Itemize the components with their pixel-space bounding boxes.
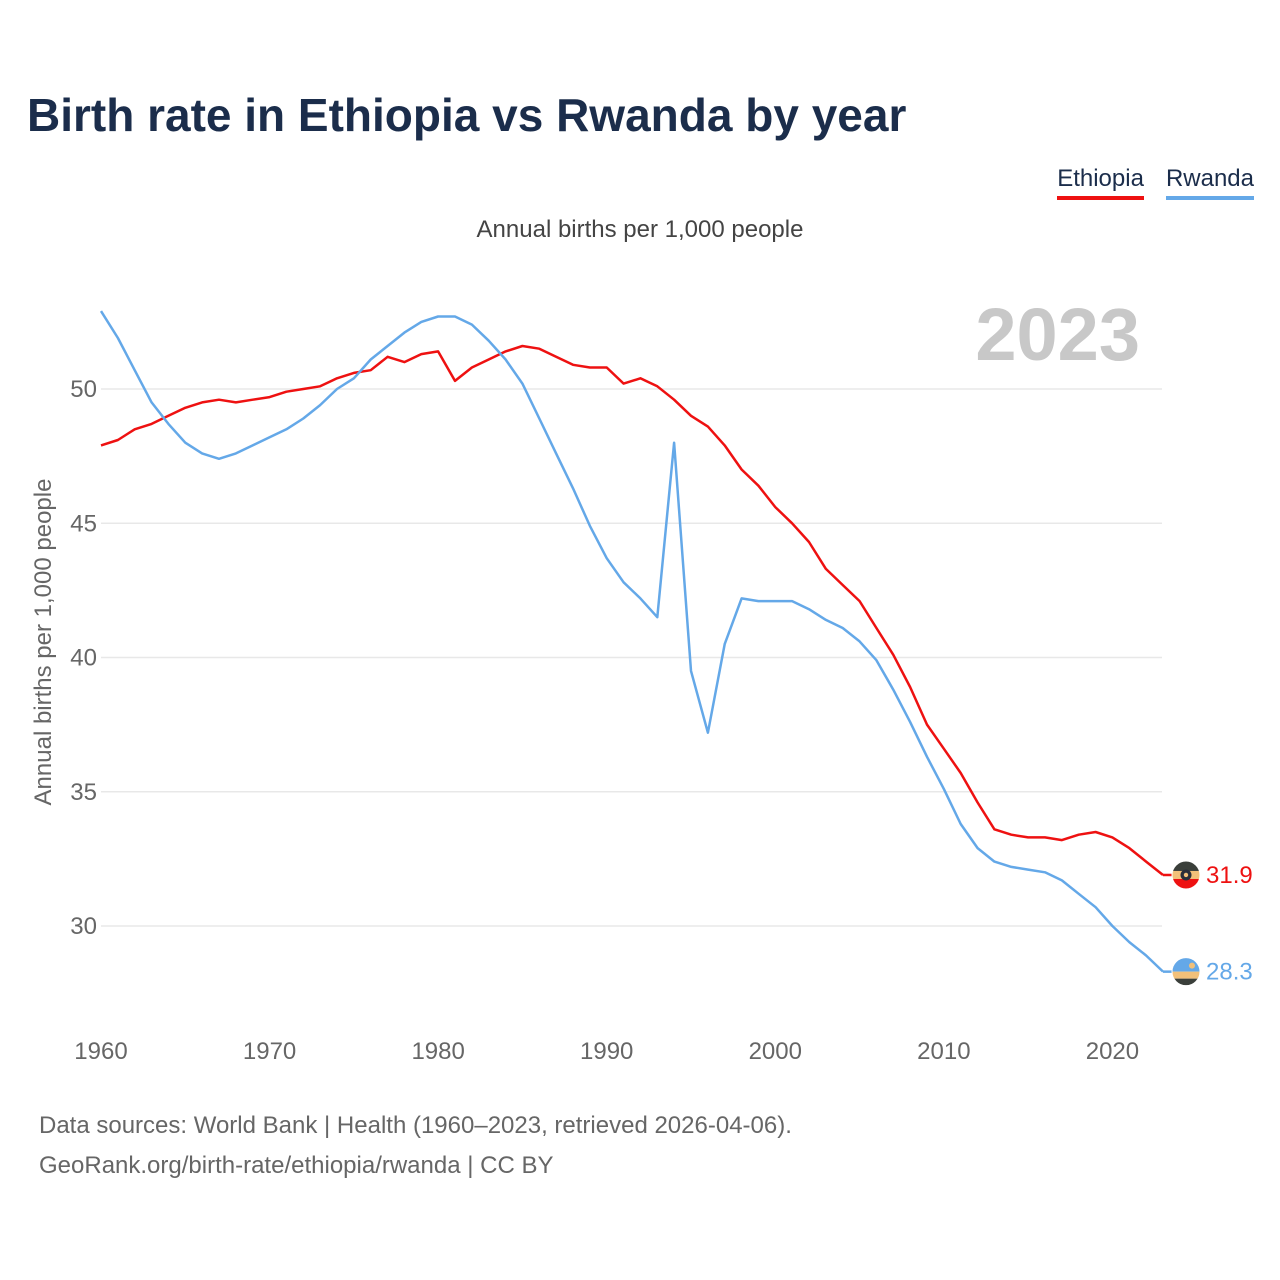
y-tick-label: 50 (70, 376, 97, 403)
end-value-label-ethiopia: 31.9 (1206, 862, 1253, 889)
end-value-label-rwanda: 28.3 (1206, 959, 1253, 986)
end-markers: 31.9 28.3 (1163, 860, 1253, 987)
series-lines (99, 310, 1164, 973)
footer-sources: Data sources: World Bank | Health (1960–… (39, 1112, 792, 1139)
x-tick-label: 1970 (243, 1038, 296, 1065)
end-marker-rwanda: 28.3 (1163, 957, 1253, 987)
legend: Ethiopia Rwanda (1057, 165, 1254, 200)
x-tick-label: 2020 (1086, 1038, 1139, 1065)
chart-subtitle: Annual births per 1,000 people (476, 216, 804, 243)
x-tick-label: 1990 (580, 1038, 633, 1065)
chart-title: Birth rate in Ethiopia vs Rwanda by year (27, 89, 907, 141)
year-watermark: 2023 (975, 293, 1140, 376)
ethiopia-flag-icon (1171, 860, 1201, 890)
end-marker-ethiopia: 31.9 (1163, 860, 1253, 890)
legend-item-ethiopia[interactable]: Ethiopia (1057, 165, 1144, 200)
x-tick-label: 2010 (917, 1038, 970, 1065)
series-line-ethiopia[interactable] (100, 344, 1164, 876)
x-tick-label: 1960 (74, 1038, 127, 1065)
y-tick-label: 40 (70, 645, 97, 672)
footer-credit: GeoRank.org/birth-rate/ethiopia/rwanda |… (39, 1152, 554, 1179)
y-tick-label: 30 (70, 913, 97, 940)
x-tick-label: 1980 (411, 1038, 464, 1065)
y-tick-label: 45 (70, 510, 97, 537)
legend-item-rwanda[interactable]: Rwanda (1165, 165, 1254, 200)
x-tick-label: 2000 (749, 1038, 802, 1065)
grid-lines (101, 388, 1162, 927)
x-axis-ticks: 1960 1970 1980 1990 2000 2010 2020 (74, 1038, 1139, 1065)
series-line-rwanda[interactable] (99, 310, 1164, 973)
y-tick-label: 35 (70, 779, 97, 806)
y-axis-ticks: 30 35 40 45 50 (70, 376, 97, 940)
y-axis-label: Annual births per 1,000 people (30, 479, 57, 806)
rwanda-flag-icon (1171, 957, 1201, 987)
footer: Data sources: World Bank | Health (1960–… (39, 1106, 792, 1186)
